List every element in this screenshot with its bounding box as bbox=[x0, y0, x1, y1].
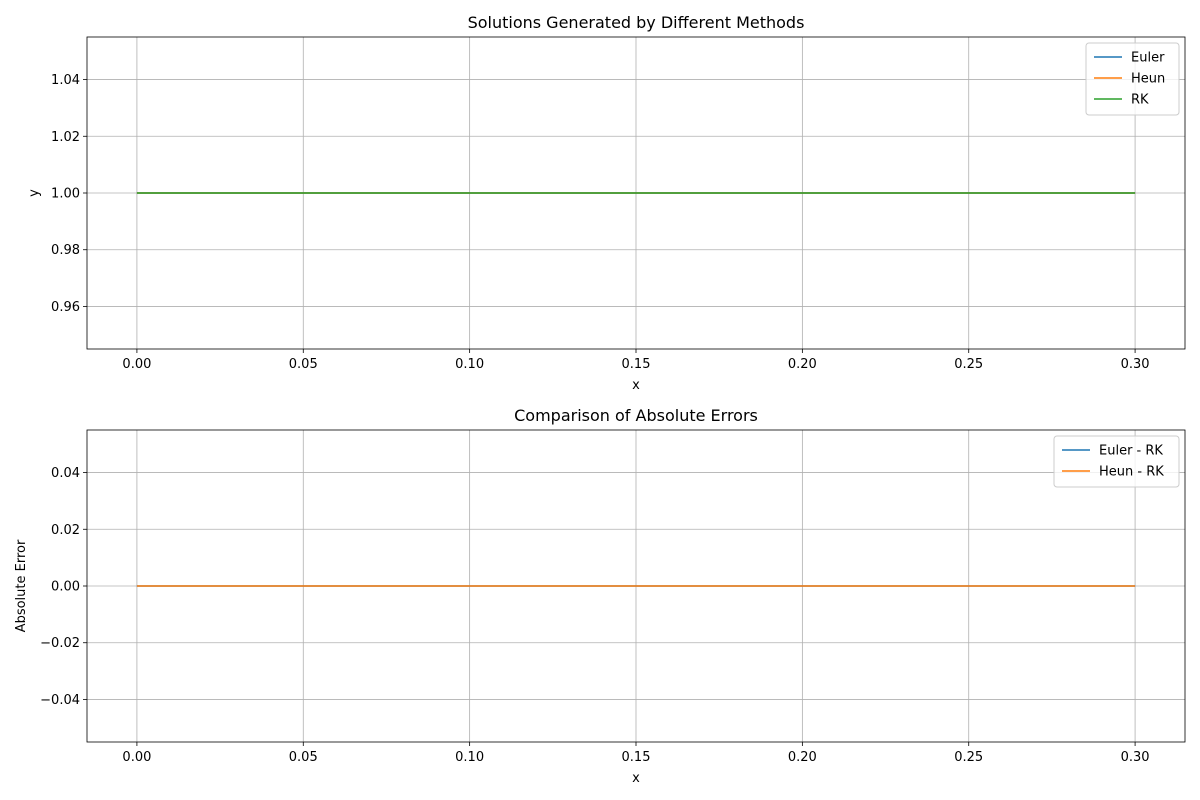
legend-box bbox=[1085, 42, 1180, 116]
y-tick-label: 0.96 bbox=[51, 300, 80, 315]
y-axis-label: y bbox=[27, 189, 42, 197]
x-tick-label: 0.20 bbox=[788, 357, 817, 372]
x-tick-label: 0.00 bbox=[122, 357, 151, 372]
x-tick-label: 0.10 bbox=[455, 750, 484, 765]
y-tick-label: 1.04 bbox=[51, 73, 80, 88]
x-tick-label: 0.00 bbox=[122, 750, 151, 765]
legend: Euler - RK Heun - RK bbox=[1053, 435, 1180, 488]
y-tick-label: 1.02 bbox=[51, 130, 80, 145]
x-tick-label: 0.20 bbox=[788, 750, 817, 765]
legend-label: Heun bbox=[1131, 72, 1165, 87]
legend-label: Euler bbox=[1131, 51, 1165, 66]
legend-box bbox=[1053, 435, 1180, 488]
x-tick-label: 0.15 bbox=[622, 750, 651, 765]
legend-label: Heun - RK bbox=[1099, 465, 1164, 480]
y-tick-label: 0.02 bbox=[51, 523, 80, 538]
x-tick-label: 0.15 bbox=[622, 357, 651, 372]
x-axis-label: x bbox=[632, 771, 640, 786]
x-tick-label: 0.30 bbox=[1121, 357, 1150, 372]
x-tick-label: 0.25 bbox=[954, 750, 983, 765]
chart-title: Solutions Generated by Different Methods bbox=[468, 13, 805, 32]
y-tick-label: 0.04 bbox=[51, 466, 80, 481]
x-tick-label: 0.05 bbox=[289, 750, 318, 765]
x-tick-label: 0.05 bbox=[289, 357, 318, 372]
y-tick-label: −0.02 bbox=[40, 636, 80, 651]
errors-subplot: 0.00 0.05 0.10 0.15 0.20 0.25 0.30 −0.04 −0.02 0.… bbox=[14, 406, 1186, 786]
y-tick-label: −0.04 bbox=[40, 693, 80, 708]
y-axis-label: Absolute Error bbox=[14, 539, 29, 632]
legend-label: RK bbox=[1131, 93, 1149, 108]
x-axis-label: x bbox=[632, 378, 640, 393]
y-tick-label: 0.98 bbox=[51, 243, 80, 258]
solutions-subplot: 0.00 0.05 0.10 0.15 0.20 0.25 0.30 0.96 0.98 1.00… bbox=[27, 13, 1186, 393]
legend: Euler Heun RK bbox=[1085, 42, 1180, 116]
x-tick-label: 0.10 bbox=[455, 357, 484, 372]
chart-title: Comparison of Absolute Errors bbox=[514, 406, 758, 425]
x-tick-label: 0.30 bbox=[1121, 750, 1150, 765]
y-tick-label: 1.00 bbox=[51, 187, 80, 202]
x-tick-label: 0.25 bbox=[954, 357, 983, 372]
legend-label: Euler - RK bbox=[1099, 444, 1163, 459]
y-tick-label: 0.00 bbox=[51, 580, 80, 595]
